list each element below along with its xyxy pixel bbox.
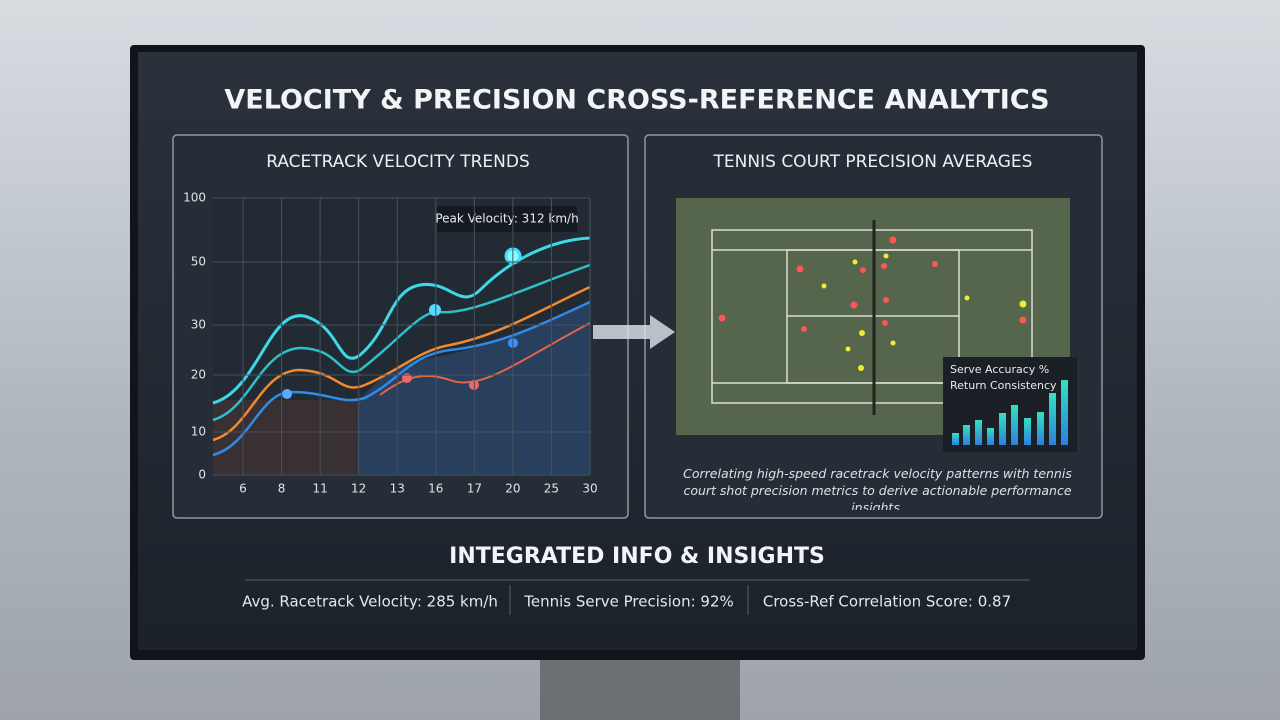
- stat: Cross-Ref Correlation Score: 0.87: [763, 593, 1011, 611]
- y-tick-label: 20: [191, 368, 206, 382]
- arrow: [593, 315, 675, 349]
- curve: [212, 285, 591, 442]
- monitor-stand: [540, 655, 740, 720]
- curve: [212, 300, 591, 457]
- x-tick-label: 6: [239, 482, 247, 496]
- legend-item: Return Consistency: [950, 379, 1057, 392]
- tooltip: [437, 206, 577, 232]
- point: [429, 304, 441, 316]
- right-title: TENNIS COURT PRECISION AVERAGES: [713, 152, 1033, 172]
- x-tick-label: 8: [278, 482, 286, 496]
- court-lines: [711, 220, 1033, 415]
- y-tick-label: 50: [191, 255, 206, 269]
- y-tick-label: 0: [198, 468, 206, 482]
- title: VELOCITY & PRECISION CROSS-REFERENCE ANA…: [224, 85, 1049, 116]
- y-tick-label: 10: [191, 425, 206, 439]
- plot: Peak Velocity: 312 km/h: [212, 198, 591, 475]
- curve: [212, 236, 591, 405]
- x-tick-label: 11: [312, 482, 327, 496]
- curve: [379, 322, 591, 396]
- y-tick-label: 100: [183, 191, 206, 205]
- insights-title: INTEGRATED INFO & INSIGHTS: [449, 544, 825, 569]
- legend-item: Serve Accuracy %: [950, 363, 1049, 376]
- caption: Correlating high-speed racetrack velocit…: [683, 466, 1072, 510]
- x-tick-label: 12: [351, 482, 366, 496]
- x-tick-label: 13: [390, 482, 405, 496]
- x-tick-label: 25: [544, 482, 559, 496]
- x-tick-label: 20: [505, 482, 520, 496]
- left-title: RACETRACK VELOCITY TRENDS: [266, 152, 530, 172]
- x-tick-label: 16: [428, 482, 443, 496]
- y-tick-label: 30: [191, 318, 206, 332]
- x-tick-label: 30: [582, 482, 597, 496]
- caption-box: Correlating high-speed racetrack velocit…: [683, 466, 1072, 510]
- point: [282, 389, 292, 399]
- stat: Avg. Racetrack Velocity: 285 km/h: [242, 593, 498, 611]
- shots: [718, 236, 1027, 371]
- curve: [212, 263, 591, 422]
- shade: [213, 400, 358, 475]
- mini-bars: [952, 380, 1068, 445]
- stat: Tennis Serve Precision: 92%: [523, 593, 734, 611]
- tooltip-text: Peak Velocity: 312 km/h: [435, 212, 578, 226]
- x-tick-label: 17: [467, 482, 482, 496]
